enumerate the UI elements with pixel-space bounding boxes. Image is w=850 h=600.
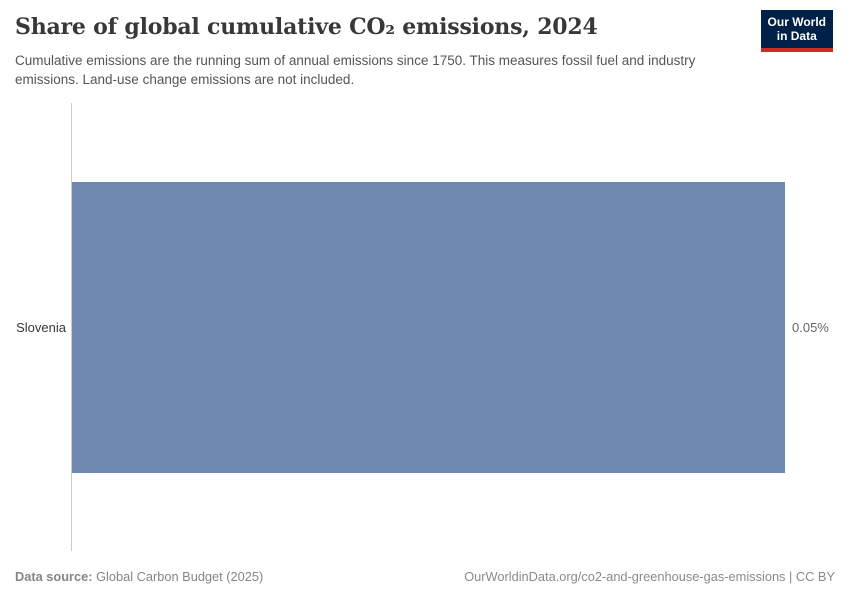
owid-logo[interactable]: Our World in Data <box>760 10 833 52</box>
y-axis-line <box>71 103 72 551</box>
page-title: Share of global cumulative CO₂ emissions… <box>15 14 598 40</box>
chart-subtitle: Cumulative emissions are the running sum… <box>15 53 696 87</box>
data-source-value: Global Carbon Budget (2025) <box>96 569 264 584</box>
credit-link[interactable]: OurWorldinData.org/co2-and-greenhouse-ga… <box>464 569 835 584</box>
owid-logo-line2: in Data <box>776 29 817 44</box>
owid-logo-line1: Our World <box>767 15 826 29</box>
bar-slovenia[interactable] <box>72 182 785 473</box>
data-source-label: Data source: <box>15 569 93 584</box>
value-label-slovenia: 0.05% <box>792 320 829 335</box>
chart-footer: Data source: Global Carbon Budget (2025)… <box>15 569 835 584</box>
entity-label-slovenia: Slovenia <box>16 320 66 335</box>
data-source[interactable]: Data source: Global Carbon Budget (2025) <box>15 569 263 584</box>
